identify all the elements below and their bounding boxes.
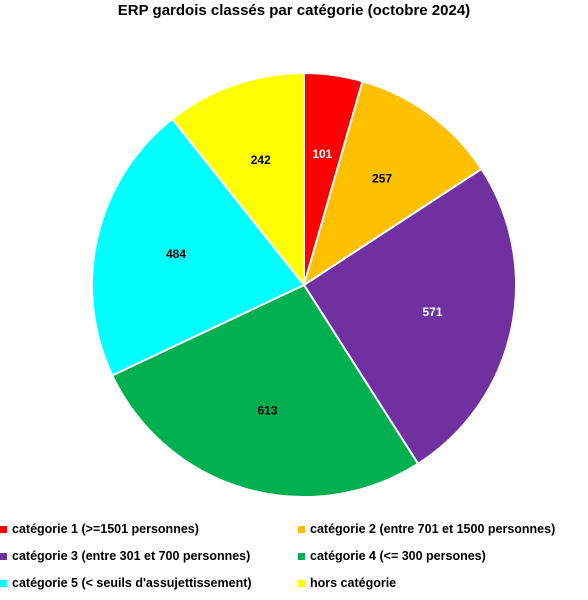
legend-label: catégorie 3 (entre 301 et 700 personnes) [12,549,251,563]
legend-item-hors: hors catégorie [298,576,396,590]
slice-value-label: 101 [312,147,332,161]
slice-value-label: 571 [422,305,442,319]
legend-item-cat5: catégorie 5 (< seuils d'assujettissement… [0,576,252,590]
legend-label: hors catégorie [310,576,397,590]
slice-value-label: 613 [258,403,278,417]
pie-chart: 101 257 571 613 484 242 [91,71,517,498]
legend-label: catégorie 2 (entre 701 et 1500 personnes… [310,522,556,536]
legend-item-cat3: catégorie 3 (entre 301 et 700 personnes) [0,549,250,563]
legend-label: catégorie 4 (<= 300 persones) [310,549,486,563]
slice-value-label: 257 [372,171,392,185]
legend-item-cat4: catégorie 4 (<= 300 persones) [298,549,486,563]
pie-slice [110,283,420,498]
legend-swatch [298,525,305,533]
legend-swatch [0,552,7,560]
pie-slice [170,71,305,288]
slice-value-label: 484 [166,247,186,261]
legend-swatch [298,579,305,587]
legend-swatch [0,579,7,587]
pie-slice [302,80,483,288]
legend-item-cat2: catégorie 2 (entre 701 et 1500 personnes… [298,522,555,536]
pie-slice [91,117,306,377]
pie-slices [91,71,517,498]
slice-value-label: 242 [251,153,271,167]
pie-data-labels: 101 257 571 613 484 242 [166,147,443,417]
pie-slice [302,167,517,466]
legend-swatch [298,552,305,560]
legend-swatch [0,525,7,533]
legend-label: catégorie 1 (>=1501 personnes) [12,522,199,536]
legend-item-cat1: catégorie 1 (>=1501 personnes) [0,522,199,536]
chart-title: ERP gardois classés par catégorie (octob… [117,2,471,19]
legend-label: catégorie 5 (< seuils d'assujettissement… [12,576,252,590]
